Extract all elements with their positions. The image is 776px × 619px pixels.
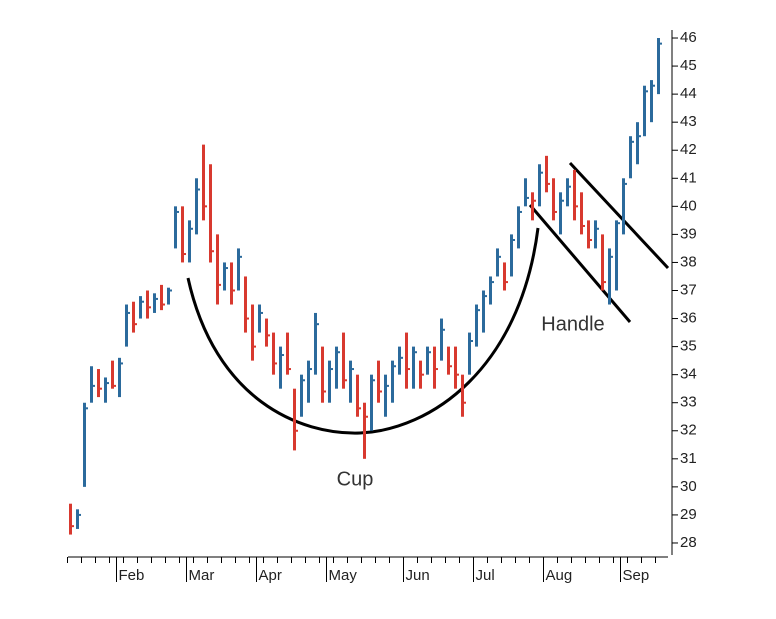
y-tick-label: 42: [680, 141, 697, 158]
y-tick-label: 39: [680, 225, 697, 242]
y-tick-label: 34: [680, 366, 697, 383]
cup-curve: [186, 227, 540, 435]
y-tick-label: 38: [680, 253, 697, 270]
y-tick-label: 35: [680, 338, 697, 355]
x-tick-label: Mar: [189, 567, 215, 584]
x-tick-label: Aug: [546, 567, 573, 584]
handle-line: [528, 204, 632, 323]
y-tick-label: 45: [680, 57, 697, 74]
y-tick-label: 31: [680, 450, 697, 467]
handle-label: Handle: [541, 313, 604, 335]
handle-line: [568, 161, 670, 270]
x-tick-label: Sep: [623, 567, 650, 584]
x-tick-label: Feb: [119, 567, 145, 584]
y-tick-label: 36: [680, 310, 697, 327]
y-tick-label: 29: [680, 506, 697, 523]
y-tick-label: 32: [680, 422, 697, 439]
y-tick-label: 37: [680, 281, 697, 298]
cup-label: Cup: [337, 468, 374, 490]
y-tick-label: 41: [680, 169, 697, 186]
y-tick-label: 43: [680, 113, 697, 130]
y-tick-label: 28: [680, 534, 697, 551]
x-tick-label: May: [329, 567, 358, 584]
y-tick-label: 46: [680, 29, 697, 46]
x-tick-label: Apr: [259, 567, 282, 584]
y-tick-label: 40: [680, 197, 697, 214]
y-tick-label: 33: [680, 394, 697, 411]
x-tick-label: Jun: [406, 567, 430, 584]
x-tick-label: Jul: [476, 567, 495, 584]
y-tick-label: 44: [680, 85, 697, 102]
y-tick-label: 30: [680, 478, 697, 495]
